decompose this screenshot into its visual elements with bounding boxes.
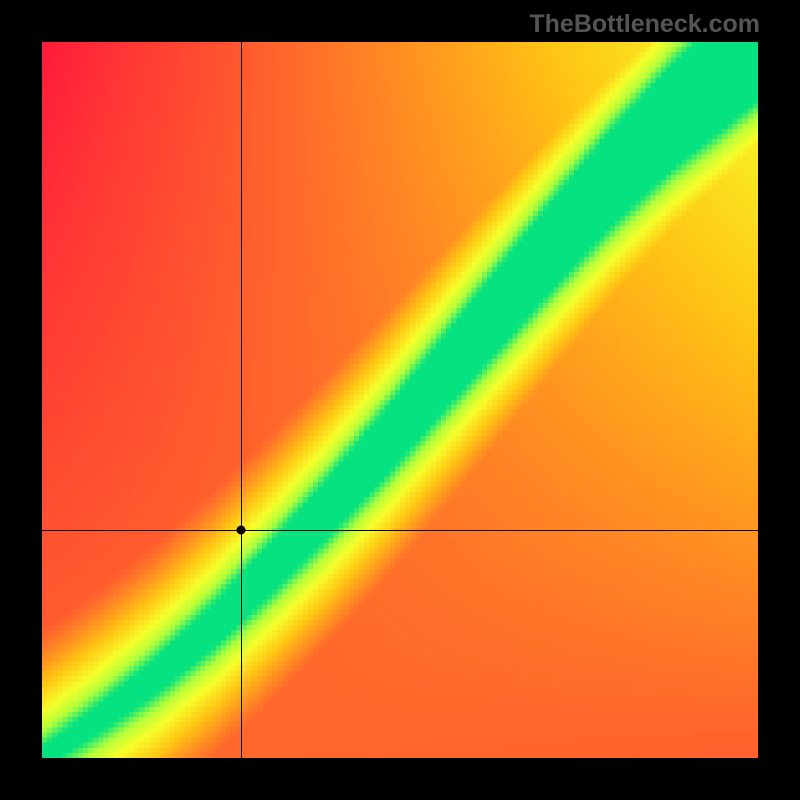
crosshair-vertical [241,42,242,758]
watermark-text: TheBottleneck.com [529,10,760,39]
crosshair-marker [237,526,246,535]
chart-frame [42,42,758,758]
crosshair-horizontal [42,530,758,531]
heatmap-canvas [42,42,758,758]
